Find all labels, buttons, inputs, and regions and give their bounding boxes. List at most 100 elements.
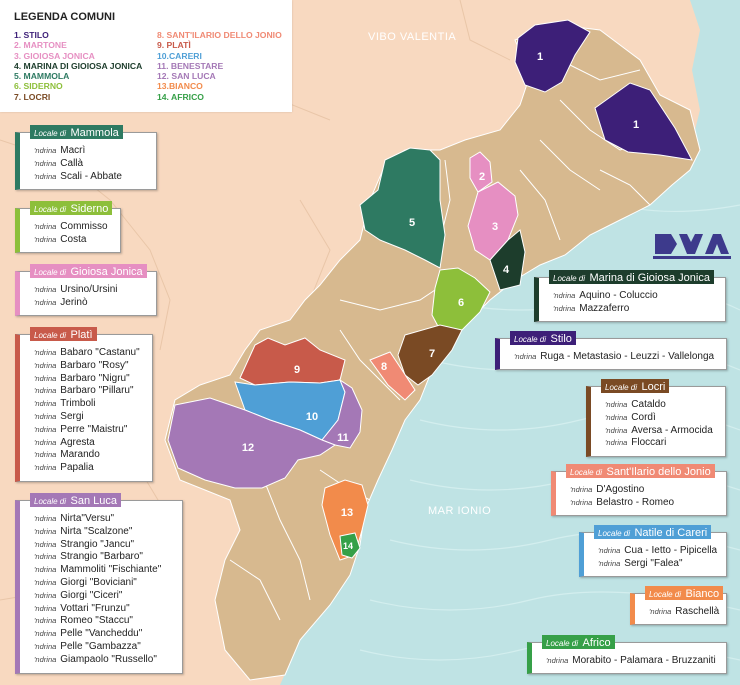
- ndrine-list: 'ndrina Commisso'ndrina Costa: [34, 221, 108, 247]
- ndrina-row: 'ndrina Floccari: [605, 437, 713, 450]
- locale-header: Locale di Mammola: [30, 125, 123, 139]
- zone-label-6: 6: [458, 297, 464, 309]
- ndrina-name: Commisso: [60, 221, 108, 232]
- ndrina-name: Marando: [60, 449, 100, 461]
- legend-item: 3. GIOIOSA JONICA: [14, 50, 95, 61]
- ndrina-label: 'ndrina: [34, 437, 57, 447]
- ndrina-name: Sergi: [60, 410, 84, 422]
- ndrina-row: 'ndrina Cataldo: [605, 399, 713, 412]
- ndrina-label: 'ndrina: [34, 577, 57, 587]
- ndrina-name: Giampaolo "Russello": [60, 653, 157, 665]
- locale-box-mammola: Locale di Mammola 'ndrina Macrì'ndrina Cal…: [15, 125, 157, 190]
- zone-label-7: 7: [429, 348, 435, 360]
- legend-title: LEGENDA COMUNI: [14, 11, 116, 23]
- ndrina-row: 'ndrina Perre "Maistru": [34, 424, 140, 437]
- zone-label-4: 4: [503, 264, 510, 276]
- zone-6: [431, 267, 491, 331]
- locale-header: Locale di Gioiosa Jonica: [30, 264, 147, 278]
- ndrina-name: Mazzaferro: [579, 302, 630, 314]
- ndrina-label: 'ndrina: [34, 565, 57, 575]
- ndrina-row: 'ndrina Strangio "Jancu": [34, 539, 161, 552]
- legend-item: 5. MAMMOLA: [14, 71, 70, 82]
- locale-name: Gioiosa Jonica: [70, 266, 143, 278]
- locale-header: Locale di Marina di Gioiosa Jonica: [549, 270, 714, 284]
- ndrina-name: Nirta"Versu": [60, 513, 115, 524]
- ndrina-row: 'ndrina Macrì: [34, 145, 122, 158]
- zone-label-11: 11: [337, 432, 349, 444]
- legend-item: 8. SANT'ILARIO DELLO JONIO: [157, 30, 282, 40]
- ndrina-name: Cordì: [631, 411, 656, 423]
- legend-left-column: 1. STILO 2. MARTONE 3. GIOIOSA JONICA 4.…: [14, 30, 142, 102]
- ndrina-label: 'ndrina: [553, 303, 576, 313]
- ndrina-label: 'ndrina: [34, 590, 57, 600]
- ndrina-label: 'ndrina: [34, 654, 57, 664]
- ndrina-label: 'ndrina: [34, 386, 57, 396]
- locale-box-sant-ilario: Locale di Sant'Ilario dello Jonio 'ndrin…: [551, 464, 727, 516]
- ndrina-label: 'ndrina: [605, 400, 628, 409]
- ndrina-label: 'ndrina: [34, 514, 57, 523]
- locale-prefix: Locale di: [546, 639, 579, 648]
- zone-label-13: 13: [341, 507, 353, 519]
- locale-name: Africo: [582, 637, 611, 649]
- ndrina-label: 'ndrina: [34, 234, 57, 244]
- legend-item: 6. SIDERNO: [14, 81, 63, 92]
- ndrina-row: 'ndrina Giampaolo "Russello": [34, 654, 161, 667]
- locale-name: Marina di Gioiosa Jonica: [589, 272, 710, 284]
- ndrina-row: 'ndrina Aversa - Armocida: [605, 425, 713, 438]
- legend-item: 7. LOCRI: [14, 91, 51, 102]
- zone-label-5: 5: [409, 217, 415, 229]
- ndrina-name: Barbaro "Nigru": [60, 372, 130, 384]
- locale-box-africo: Locale di Africo 'ndrina Morabito - Palam…: [527, 635, 727, 674]
- zone-label-3: 3: [492, 221, 498, 233]
- ndrina-label: 'ndrina: [649, 607, 672, 616]
- ndrina-name: Jerinò: [60, 296, 88, 308]
- ndrina-name: Ruga - Metastasio - Leuzzi - Vallelonga: [540, 351, 715, 362]
- ndrina-label: 'ndrina: [514, 352, 537, 361]
- ndrina-name: Mammoliti "Fischiante": [60, 564, 162, 576]
- zone-label-1a: 1: [537, 51, 543, 63]
- ndrina-label: 'ndrina: [34, 616, 57, 626]
- zone-labels: 1 1 2 3 4 5 6 7 8 9 10 11 12 13 14: [242, 51, 639, 551]
- ndrina-row: 'ndrina Romeo "Staccu": [34, 615, 161, 628]
- legend-item: 10.CARERI: [157, 50, 202, 61]
- locale-box-natile-careri: Locale di Natile di Careri 'ndrina Cua - …: [579, 525, 727, 577]
- ndrina-label: 'ndrina: [34, 297, 57, 307]
- ndrina-row: 'ndrina Barbaro "Pillaru": [34, 385, 140, 398]
- ndrina-row: 'ndrina Cua - Ietto - Pipicella: [598, 545, 717, 558]
- ndrina-name: Giorgi "Boviciani": [60, 576, 137, 588]
- ndrina-row: 'ndrina Strangio "Barbaro": [34, 551, 161, 564]
- ndrine-list: 'ndrina Macrì'ndrina Callà'ndrina Scali - A…: [34, 145, 122, 183]
- ndrina-label: 'ndrina: [598, 546, 621, 555]
- ndrina-name: Papalia: [60, 462, 94, 474]
- locale-prefix: Locale di: [34, 497, 67, 506]
- locale-prefix: Locale di: [598, 529, 631, 538]
- ndrina-label: 'ndrina: [34, 539, 57, 549]
- ndrina-label: 'ndrina: [34, 360, 57, 370]
- legend-item: 9. PLATÌ: [157, 40, 191, 51]
- ndrina-name: Pelle "Gambazza": [60, 640, 141, 652]
- ndrine-list: 'ndrina Raschellà: [649, 606, 719, 619]
- locale-header: Locale di Bianco: [645, 586, 724, 600]
- zones-layer: [167, 19, 693, 561]
- ndrine-list: 'ndrina Ruga - Metastasio - Leuzzi - Vall…: [514, 351, 714, 364]
- locale-name: Natile di Careri: [634, 527, 708, 539]
- ndrina-label: 'ndrina: [34, 348, 57, 357]
- ndrina-name: Belastro - Romeo: [596, 496, 675, 508]
- ndrina-row: 'ndrina Papalia: [34, 462, 140, 475]
- ndrina-row: 'ndrina Marando: [34, 449, 140, 462]
- ndrina-name: D'Agostino: [596, 484, 645, 495]
- ndrina-label: 'ndrina: [34, 222, 57, 231]
- ndrina-name: Cua - Ietto - Pipicella: [624, 545, 718, 556]
- zone-label-8: 8: [381, 361, 387, 373]
- ndrina-label: 'ndrina: [34, 399, 57, 409]
- ndrina-name: Perre "Maistru": [60, 423, 128, 435]
- ndrina-row: 'ndrina Pelle "Gambazza": [34, 641, 161, 654]
- locale-box-san-luca: Locale di San Luca 'ndrina Nirta"Versu"'n…: [15, 493, 183, 674]
- ndrina-row: 'ndrina Pelle "Vancheddu": [34, 628, 161, 641]
- locale-box-plati: Locale di Platì 'ndrina Babaro "Castanu" '…: [15, 327, 153, 482]
- locale-box-siderno: Locale di Siderno 'ndrina Commisso'ndrina…: [15, 201, 121, 253]
- place-label-mar-ionio: MAR IONIO: [428, 505, 492, 517]
- ndrina-name: Costa: [60, 233, 87, 245]
- ndrina-row: 'ndrina Raschellà: [649, 606, 719, 619]
- ndrina-row: 'ndrina Giorgi "Boviciani": [34, 577, 161, 590]
